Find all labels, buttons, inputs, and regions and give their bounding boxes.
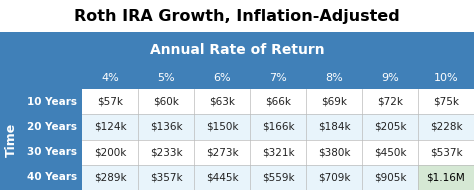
Text: 10%: 10% xyxy=(434,73,458,83)
Text: $445k: $445k xyxy=(206,172,238,182)
Text: $136k: $136k xyxy=(150,122,182,132)
Text: 40 Years: 40 Years xyxy=(27,172,77,182)
Text: $450k: $450k xyxy=(374,147,406,157)
Text: 20 Years: 20 Years xyxy=(27,122,77,132)
Text: $1.16M: $1.16M xyxy=(427,172,465,182)
Text: $60k: $60k xyxy=(153,97,179,107)
Text: $184k: $184k xyxy=(318,122,350,132)
Text: 6%: 6% xyxy=(213,73,231,83)
Text: $72k: $72k xyxy=(377,97,403,107)
Text: $905k: $905k xyxy=(374,172,406,182)
Text: $321k: $321k xyxy=(262,147,294,157)
Text: $380k: $380k xyxy=(318,147,350,157)
Text: $200k: $200k xyxy=(94,147,126,157)
Text: $63k: $63k xyxy=(209,97,235,107)
Text: $69k: $69k xyxy=(321,97,347,107)
Text: $166k: $166k xyxy=(262,122,294,132)
Text: $357k: $357k xyxy=(150,172,182,182)
Text: 30 Years: 30 Years xyxy=(27,147,77,157)
Text: $124k: $124k xyxy=(94,122,126,132)
Text: 9%: 9% xyxy=(381,73,399,83)
Text: Roth IRA Growth, Inflation-Adjusted: Roth IRA Growth, Inflation-Adjusted xyxy=(74,9,400,24)
FancyBboxPatch shape xyxy=(82,89,474,190)
Text: $228k: $228k xyxy=(430,122,462,132)
Text: $709k: $709k xyxy=(318,172,350,182)
Text: $75k: $75k xyxy=(433,97,459,107)
Text: 4%: 4% xyxy=(101,73,119,83)
FancyBboxPatch shape xyxy=(82,89,474,114)
FancyBboxPatch shape xyxy=(0,32,474,190)
Text: $66k: $66k xyxy=(265,97,291,107)
FancyBboxPatch shape xyxy=(418,165,474,190)
Text: 8%: 8% xyxy=(325,73,343,83)
Text: 7%: 7% xyxy=(269,73,287,83)
FancyBboxPatch shape xyxy=(82,139,474,165)
Text: $537k: $537k xyxy=(430,147,462,157)
Text: $150k: $150k xyxy=(206,122,238,132)
Text: $273k: $273k xyxy=(206,147,238,157)
Text: Time: Time xyxy=(4,122,18,157)
FancyBboxPatch shape xyxy=(82,114,474,139)
Text: $233k: $233k xyxy=(150,147,182,157)
Text: 10 Years: 10 Years xyxy=(27,97,77,107)
Text: $205k: $205k xyxy=(374,122,406,132)
Text: $57k: $57k xyxy=(97,97,123,107)
Text: 5%: 5% xyxy=(157,73,175,83)
Text: Annual Rate of Return: Annual Rate of Return xyxy=(150,43,324,56)
Text: $289k: $289k xyxy=(94,172,126,182)
FancyBboxPatch shape xyxy=(82,165,474,190)
Text: $559k: $559k xyxy=(262,172,294,182)
FancyBboxPatch shape xyxy=(22,89,82,190)
